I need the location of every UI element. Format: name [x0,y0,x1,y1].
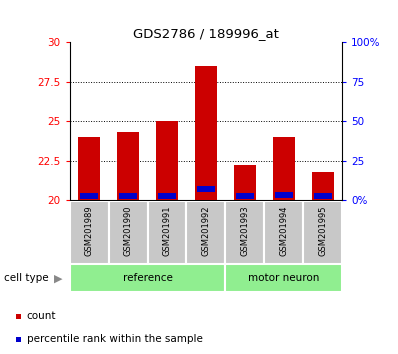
Title: GDS2786 / 189996_at: GDS2786 / 189996_at [133,27,279,40]
Bar [156,121,178,200]
Bar [312,172,334,200]
Bar [236,193,254,199]
Bar [275,192,293,199]
Bar [264,201,303,264]
Bar [197,186,215,192]
Text: GSM201992: GSM201992 [201,206,211,256]
Bar [225,201,264,264]
Bar [70,264,225,292]
Bar [158,193,176,199]
Text: GSM201995: GSM201995 [318,206,327,256]
Text: ▶: ▶ [54,273,62,283]
Bar [314,193,332,199]
Text: reference: reference [123,273,172,283]
Text: GSM201990: GSM201990 [123,206,133,256]
Bar [119,193,137,199]
Bar [148,201,187,264]
Bar [225,264,342,292]
Text: GSM201994: GSM201994 [279,206,289,256]
Bar [109,201,148,264]
Text: count: count [27,311,56,321]
Text: cell type: cell type [4,273,49,283]
Bar [273,137,295,200]
Bar [234,165,256,200]
Text: GSM201991: GSM201991 [162,206,172,256]
Text: motor neuron: motor neuron [248,273,320,283]
Bar [70,201,109,264]
Bar [80,193,98,199]
Bar [187,201,225,264]
Bar [195,66,217,200]
Bar [117,132,139,200]
Bar [303,201,342,264]
Text: percentile rank within the sample: percentile rank within the sample [27,334,203,344]
Text: GSM201989: GSM201989 [85,206,94,256]
Text: GSM201993: GSM201993 [240,206,250,256]
Bar [78,137,100,200]
